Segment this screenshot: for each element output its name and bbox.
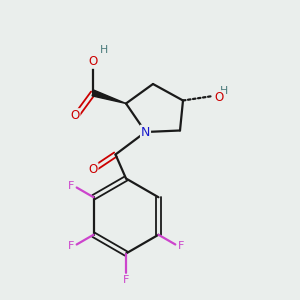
Text: H: H <box>100 45 109 56</box>
Text: F: F <box>68 181 74 191</box>
Text: H: H <box>220 86 229 97</box>
Text: F: F <box>123 274 129 285</box>
Text: O: O <box>70 109 80 122</box>
Polygon shape <box>92 90 126 104</box>
Text: F: F <box>178 241 184 251</box>
Text: O: O <box>88 163 98 176</box>
Text: N: N <box>141 125 150 139</box>
Text: F: F <box>68 241 74 251</box>
Text: O: O <box>88 55 98 68</box>
Text: O: O <box>214 91 224 104</box>
